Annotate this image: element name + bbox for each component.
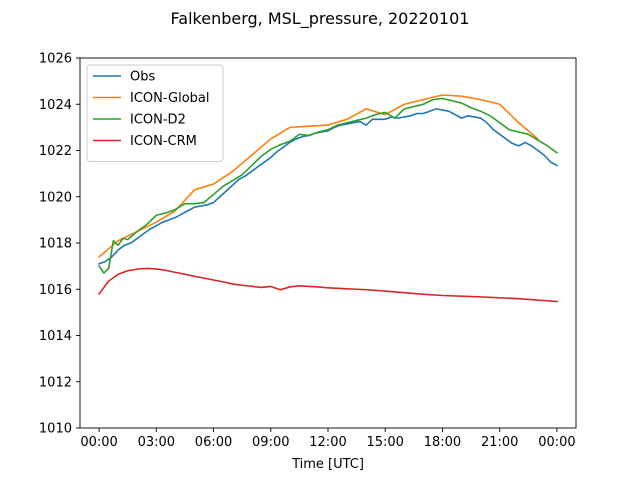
series-line-icon-d2 bbox=[97, 97, 559, 274]
x-tick-label: 00:00 bbox=[80, 435, 117, 450]
axes-layer: 00:00 03:00 06:00 09:00 12:00 15:00 18:00 21:00… bbox=[39, 52, 577, 450]
legend-label-icon-global: ICON-Global bbox=[130, 91, 210, 106]
x-tick-label: 21:00 bbox=[481, 435, 518, 450]
legend-box bbox=[86, 64, 224, 162]
y-tick-label: 1018 bbox=[39, 237, 72, 252]
x-tick-label: 12:00 bbox=[309, 435, 346, 450]
x-tick-label: 15:00 bbox=[366, 435, 403, 450]
legend: Obs ICON-Global ICON-D2 ICON-CRM bbox=[86, 64, 224, 162]
series-line-icon-crm bbox=[97, 267, 558, 303]
y-tick-label: 1016 bbox=[39, 283, 72, 298]
legend-label-obs: Obs bbox=[130, 70, 155, 85]
y-tick-label: 1010 bbox=[39, 422, 72, 437]
series-line-obs bbox=[98, 108, 559, 265]
x-axis-label: Time [UTC] bbox=[291, 457, 364, 472]
y-tick-label: 1014 bbox=[39, 329, 72, 344]
x-tick-label: 06:00 bbox=[195, 435, 232, 450]
x-tick-label: 03:00 bbox=[138, 435, 175, 450]
legend-label-icon-crm: ICON-CRM bbox=[130, 134, 197, 149]
x-tick-label: 18:00 bbox=[424, 435, 461, 450]
series-layer bbox=[97, 94, 559, 303]
y-tick-label: 1020 bbox=[39, 190, 72, 205]
x-tick-label: 00:00 bbox=[538, 435, 575, 450]
y-tick-label: 1012 bbox=[39, 375, 72, 390]
y-tick-label: 1026 bbox=[39, 52, 72, 67]
chart-title: Falkenberg, MSL_pressure, 20220101 bbox=[171, 9, 470, 29]
x-tick-label: 09:00 bbox=[252, 435, 289, 450]
y-tick-label: 1024 bbox=[39, 98, 72, 113]
series-line-icon-global bbox=[97, 94, 539, 259]
legend-label-icon-d2: ICON-D2 bbox=[130, 113, 186, 128]
y-tick-label: 1022 bbox=[39, 144, 72, 159]
